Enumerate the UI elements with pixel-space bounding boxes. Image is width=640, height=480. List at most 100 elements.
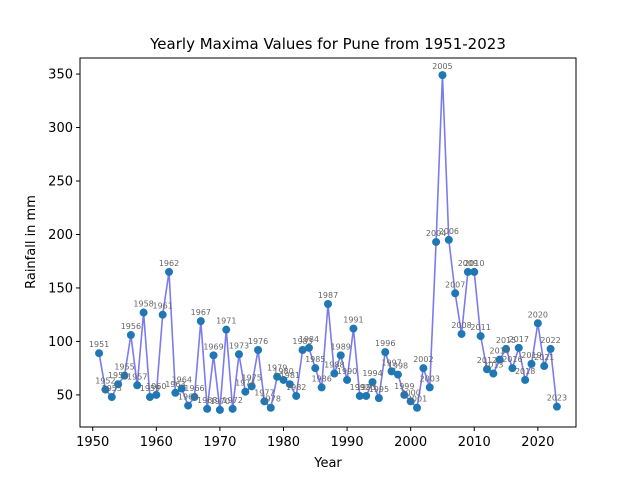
data-point <box>184 401 193 410</box>
data-label: 1961 <box>152 302 172 311</box>
data-label: 1962 <box>159 259 179 268</box>
data-label: 1959 <box>140 384 160 393</box>
data-label: 1957 <box>127 372 147 381</box>
data-point <box>317 383 326 392</box>
data-point <box>126 331 135 340</box>
data-label: 2015 <box>496 336 516 345</box>
data-label: 1967 <box>191 308 211 317</box>
data-label: 1980 <box>273 367 293 376</box>
data-point <box>527 359 536 368</box>
data-point <box>114 380 123 389</box>
data-label: 1993 <box>356 383 376 392</box>
data-point <box>247 382 256 391</box>
data-label: 1998 <box>388 362 408 371</box>
data-point <box>419 364 428 373</box>
data-point <box>165 267 174 276</box>
x-tick-label: 2000 <box>394 435 427 450</box>
data-point <box>254 345 263 354</box>
data-label: 2016 <box>502 355 522 364</box>
x-tick-label: 2010 <box>458 435 491 450</box>
data-point <box>120 371 129 380</box>
data-point <box>95 349 104 358</box>
data-point <box>152 390 161 399</box>
data-point <box>330 369 339 378</box>
data-point <box>546 344 555 353</box>
data-point <box>406 397 415 406</box>
data-label: 1955 <box>114 363 134 372</box>
data-point <box>451 289 460 298</box>
data-label: 1958 <box>133 300 153 309</box>
y-tick-label: 150 <box>48 281 73 296</box>
data-label: 1995 <box>369 385 389 394</box>
data-label: 2021 <box>534 353 554 362</box>
data-point <box>324 300 332 308</box>
data-label: 1989 <box>331 342 351 351</box>
data-point <box>228 404 237 413</box>
data-point <box>482 365 491 374</box>
data-label: 2002 <box>413 355 433 364</box>
data-label: 1991 <box>343 316 363 325</box>
data-point <box>177 384 186 393</box>
data-label: 1996 <box>375 339 395 348</box>
data-point <box>241 387 250 396</box>
data-point <box>311 364 320 373</box>
data-label: 1970 <box>210 397 230 406</box>
data-point <box>107 393 116 402</box>
data-label: 1984 <box>299 335 319 344</box>
data-label: 1966 <box>184 384 204 393</box>
data-label: 2013 <box>483 361 503 370</box>
data-point <box>457 329 466 338</box>
data-label: 2012 <box>477 356 497 365</box>
data-label: 1997 <box>381 358 401 367</box>
data-label: 1983 <box>292 337 312 346</box>
data-label: 2019 <box>521 351 541 360</box>
chart-title: Yearly Maxima Values for Pune from 1951-… <box>149 35 506 53</box>
data-label: 2018 <box>515 367 535 376</box>
data-point <box>489 369 498 378</box>
axes-frame <box>79 57 577 428</box>
data-label: 1968 <box>197 396 217 405</box>
data-point <box>521 375 530 384</box>
data-label: 1974 <box>235 379 255 388</box>
data-label: 1999 <box>394 382 414 391</box>
data-label: 1956 <box>121 322 141 331</box>
data-label: 2010 <box>464 259 484 268</box>
data-label: 1979 <box>267 364 287 373</box>
y-tick-label: 100 <box>48 335 73 350</box>
data-label: 1972 <box>222 396 242 405</box>
data-point <box>145 393 154 402</box>
data-point <box>190 393 199 402</box>
plot-area: 1951195219531954195519561957195819591960… <box>89 62 567 414</box>
data-point <box>222 325 231 334</box>
data-label: 2011 <box>470 323 490 332</box>
data-point <box>495 355 504 364</box>
data-point <box>463 267 472 276</box>
data-point <box>215 405 224 414</box>
data-point <box>400 390 409 399</box>
data-point <box>273 372 282 381</box>
data-label: 1976 <box>248 337 268 346</box>
data-label: 1994 <box>362 369 382 378</box>
data-label: 2000 <box>400 388 420 397</box>
data-label: 1985 <box>305 355 325 364</box>
data-point <box>171 388 180 397</box>
data-point <box>196 317 205 326</box>
data-label: 1986 <box>311 374 331 383</box>
data-point <box>413 403 422 412</box>
data-point <box>355 391 364 400</box>
data-label: 1965 <box>178 393 198 402</box>
data-point <box>533 319 542 328</box>
data-label: 1988 <box>324 361 344 370</box>
data-point <box>374 394 383 403</box>
data-label: 1987 <box>318 291 338 300</box>
data-label: 2017 <box>509 335 529 344</box>
data-point <box>393 370 402 379</box>
data-label: 2020 <box>528 310 548 319</box>
data-point <box>266 403 275 412</box>
y-tick-label: 300 <box>48 121 73 136</box>
y-axis-title: Rainfall in mm <box>24 195 39 289</box>
data-point <box>133 381 142 390</box>
data-point <box>285 380 294 389</box>
data-point <box>292 391 301 400</box>
